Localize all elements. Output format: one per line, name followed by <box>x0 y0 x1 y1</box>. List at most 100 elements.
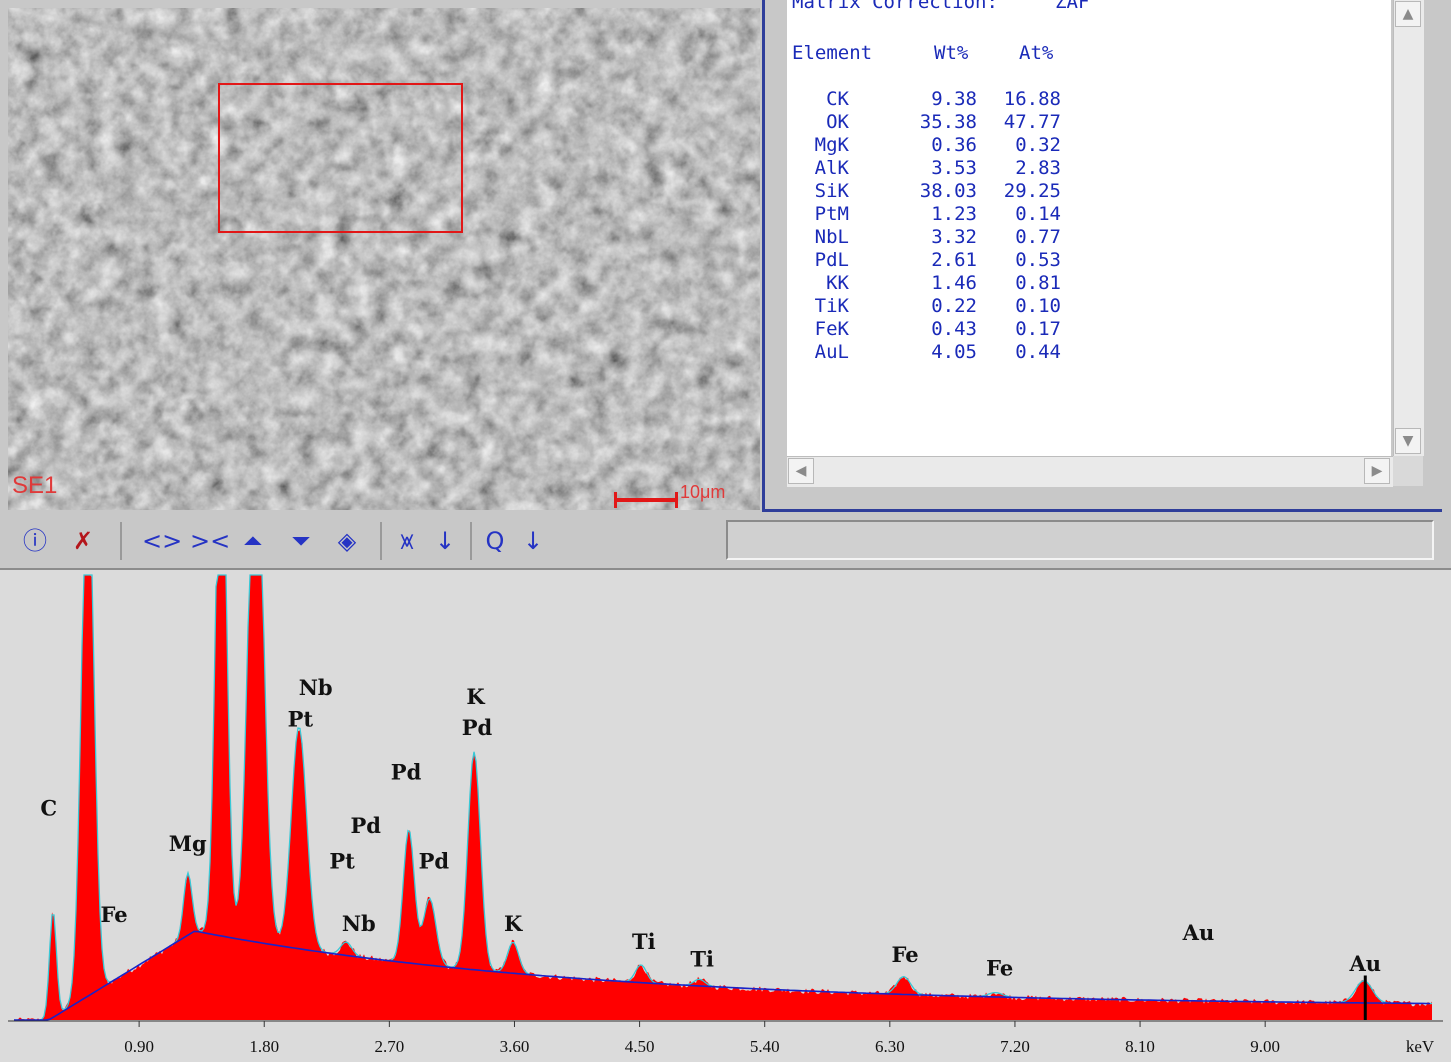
element-cell: KK <box>826 272 849 294</box>
peak-label: Pd <box>462 715 493 740</box>
element-cell: PtM <box>814 203 849 225</box>
axis-tick-label: 7.20 <box>1000 1037 1030 1056</box>
scale-down-icon[interactable]: ⏷ <box>291 527 311 555</box>
axis-tick-label: 8.10 <box>1125 1037 1155 1056</box>
peak-label: Fe <box>986 956 1013 981</box>
peak-label-icon[interactable]: ⩙ <box>400 527 414 555</box>
peak-label: K <box>466 684 485 709</box>
peak-label: Ti <box>632 929 656 954</box>
at-cell: 0.14 <box>1015 203 1061 225</box>
at-cell: 0.77 <box>1015 226 1061 248</box>
element-cell: OK <box>826 111 849 133</box>
eds-spectrum[interactable]: 0.90 1.80 2.70 3.60 4.50 5.40 6.30 7.20 8.10 9.00… <box>0 570 1451 1062</box>
peak-label: Au <box>1348 951 1381 976</box>
detector-label: SE1 <box>12 472 58 499</box>
axis-tick-label: 9.00 <box>1250 1037 1280 1056</box>
axis-unit-label: keV <box>1406 1037 1435 1056</box>
matrix-correction-line: Matrix Correction: ZAF <box>792 0 1090 13</box>
at-cell: 0.44 <box>1015 341 1061 363</box>
selected-area-box[interactable] <box>218 83 463 233</box>
at-cell: 29.25 <box>1003 180 1061 202</box>
scrollbar-corner <box>1393 456 1423 486</box>
wt-cell: 0.22 <box>931 295 977 317</box>
at-cell: 0.32 <box>1015 134 1061 156</box>
at-cell: 0.81 <box>1015 272 1061 294</box>
peak-label: C <box>40 795 57 820</box>
element-cell: AuL <box>814 341 849 363</box>
at-cell: 16.88 <box>1003 88 1061 110</box>
at-cell: 47.77 <box>1003 111 1061 133</box>
wt-cell: 3.32 <box>931 226 977 248</box>
wt-cell: 1.23 <box>931 203 977 225</box>
spectrum-plot: 0.90 1.80 2.70 3.60 4.50 5.40 6.30 7.20 8.10 9.00… <box>8 574 1443 1056</box>
element-cell: NbL <box>814 226 849 248</box>
expand-horizontal-icon[interactable]: <> <box>142 527 183 555</box>
axis-tick-label: 4.50 <box>625 1037 655 1056</box>
element-cell: AlK <box>814 157 849 179</box>
peak-label: Pd <box>391 760 422 785</box>
status-field <box>726 520 1434 560</box>
peak-label: Fe <box>892 942 919 967</box>
spectrum-toolbar: ⓘ ✗ <> >< ⏶ ⏷ ◈ ⩙ ↓ Q ↓ <box>0 514 1451 570</box>
axis-tick-label: 1.80 <box>249 1037 279 1056</box>
horizontal-scrollbar[interactable]: ◀ ▶ <box>787 456 1393 487</box>
peak-label: Nb <box>299 675 333 700</box>
spectrum-counts-area <box>14 575 1432 1020</box>
column-at-header: At% <box>1019 42 1054 64</box>
element-cell: SiK <box>814 180 849 202</box>
sem-image[interactable]: SE1 10μm <box>8 8 760 510</box>
peak-label: K <box>504 911 523 936</box>
scale-bar <box>614 492 678 508</box>
element-cell: MgK <box>814 134 849 156</box>
axis-tick-label: 5.40 <box>750 1037 780 1056</box>
at-cell: 0.53 <box>1015 249 1061 271</box>
peak-label: Pd <box>350 813 381 838</box>
element-cell: PdL <box>814 249 849 271</box>
wt-cell: 1.46 <box>931 272 977 294</box>
erase-icon[interactable]: ◈ <box>337 527 357 555</box>
wt-cell: 4.05 <box>931 341 977 363</box>
scroll-right-button[interactable]: ▶ <box>1364 458 1390 484</box>
scale-up-icon[interactable]: ⏶ <box>243 527 263 555</box>
wt-cell: 2.61 <box>931 249 977 271</box>
quantify-arrow-icon[interactable]: ↓ <box>522 527 544 555</box>
sem-micrograph <box>8 8 760 510</box>
peak-label: Nb <box>342 911 376 936</box>
quantify-icon[interactable]: Q <box>485 527 505 555</box>
peak-label: Pd <box>419 849 450 874</box>
element-cell: CK <box>826 88 849 110</box>
at-cell: 0.17 <box>1015 318 1061 340</box>
column-element-header: Element <box>792 42 873 64</box>
toolbar-separator <box>380 522 382 560</box>
axis-tick-label: 2.70 <box>374 1037 404 1056</box>
element-cell: TiK <box>814 295 849 317</box>
clear-icon[interactable]: ✗ <box>72 527 94 555</box>
scroll-left-button[interactable]: ◀ <box>788 458 814 484</box>
peak-label: Ti <box>690 947 714 972</box>
scale-bar-label: 10μm <box>680 482 726 502</box>
toolbar-separator <box>470 522 472 560</box>
wt-cell: 35.38 <box>919 111 977 133</box>
wt-cell: 9.38 <box>931 88 977 110</box>
vertical-scrollbar[interactable]: ▲ ▼ <box>1393 0 1424 456</box>
scroll-up-button[interactable]: ▲ <box>1395 1 1421 27</box>
element-cell: FeK <box>814 318 849 340</box>
wt-cell: 0.36 <box>931 134 977 156</box>
axis-tick-label: 6.30 <box>875 1037 905 1056</box>
wt-cell: 3.53 <box>931 157 977 179</box>
at-cell: 0.10 <box>1015 295 1061 317</box>
wt-cell: 38.03 <box>919 180 977 202</box>
peak-label-arrow-icon[interactable]: ↓ <box>434 527 456 555</box>
info-icon[interactable]: ⓘ <box>23 527 47 555</box>
peak-label: Mg <box>169 831 207 856</box>
compress-horizontal-icon[interactable]: >< <box>190 527 231 555</box>
peak-label: Au <box>1182 920 1215 945</box>
quant-results-panel: Matrix Correction: ZAF Element Wt% At% C… <box>762 0 1442 512</box>
axis-tick-label: 0.90 <box>124 1037 154 1056</box>
axis-tick-label: 3.60 <box>500 1037 530 1056</box>
toolbar-separator <box>120 522 122 560</box>
quant-results-text[interactable]: Matrix Correction: ZAF Element Wt% At% C… <box>787 0 1391 456</box>
background-line <box>14 930 1430 1021</box>
scroll-down-button[interactable]: ▼ <box>1395 428 1421 454</box>
at-cell: 2.83 <box>1015 157 1061 179</box>
